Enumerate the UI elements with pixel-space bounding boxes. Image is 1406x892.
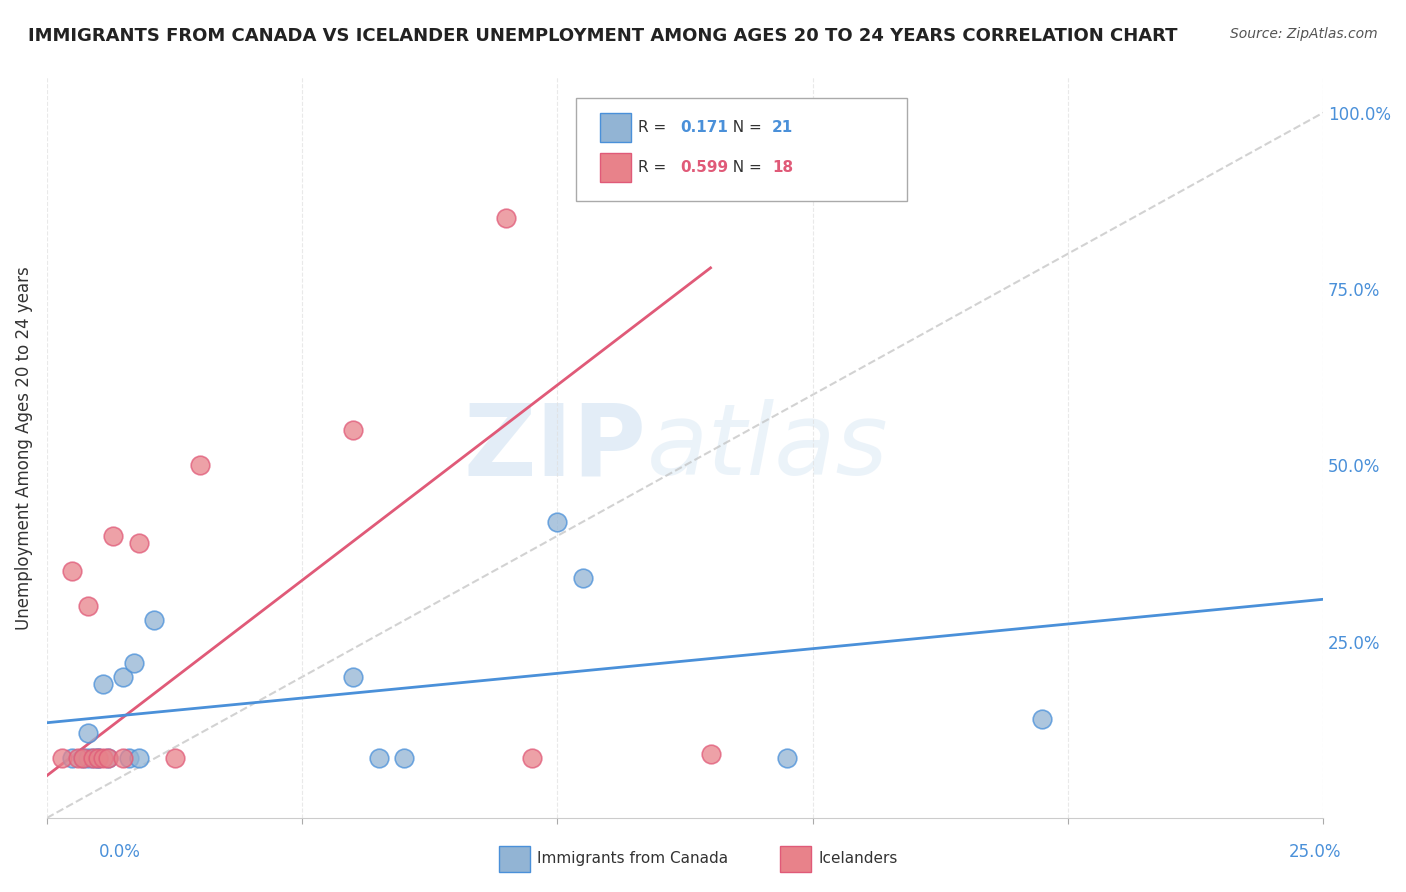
Text: 0.171: 0.171: [681, 120, 728, 135]
Point: [72, 751, 94, 765]
Point: [117, 751, 139, 765]
Point: [91, 751, 114, 765]
Point: [97, 751, 120, 765]
Text: 0.0%: 0.0%: [98, 843, 141, 861]
Point: [112, 670, 135, 684]
Point: [87, 751, 110, 765]
Point: [82, 751, 104, 765]
Point: [699, 747, 721, 762]
Point: [520, 751, 543, 765]
Point: [122, 656, 145, 670]
Text: Source: ZipAtlas.com: Source: ZipAtlas.com: [1230, 27, 1378, 41]
Point: [87, 751, 110, 765]
Point: [495, 211, 517, 226]
Text: R =: R =: [638, 120, 672, 135]
Point: [62, 751, 84, 765]
Text: 21: 21: [772, 120, 793, 135]
Point: [62, 564, 84, 578]
Text: 18: 18: [772, 161, 793, 175]
Point: [87, 751, 110, 765]
Point: [76, 599, 98, 614]
Text: ZIP: ZIP: [464, 400, 647, 496]
Point: [72, 751, 94, 765]
Y-axis label: Unemployment Among Ages 20 to 24 years: Unemployment Among Ages 20 to 24 years: [15, 266, 32, 630]
Point: [1031, 712, 1053, 726]
Point: [128, 536, 150, 550]
Point: [103, 529, 125, 543]
Point: [143, 614, 166, 628]
Text: N =: N =: [723, 120, 766, 135]
Point: [82, 751, 104, 765]
Point: [76, 726, 98, 740]
Text: 25.0%: 25.0%: [1288, 843, 1341, 861]
Text: Immigrants from Canada: Immigrants from Canada: [537, 852, 728, 866]
Point: [66, 751, 89, 765]
Point: [97, 751, 120, 765]
Text: Icelanders: Icelanders: [818, 852, 897, 866]
Point: [367, 751, 389, 765]
Point: [394, 751, 416, 765]
Point: [342, 423, 364, 437]
Point: [342, 670, 364, 684]
Point: [128, 751, 150, 765]
Point: [76, 751, 98, 765]
Text: N =: N =: [723, 161, 766, 175]
Point: [546, 515, 568, 529]
Point: [91, 677, 114, 691]
Text: IMMIGRANTS FROM CANADA VS ICELANDER UNEMPLOYMENT AMONG AGES 20 TO 24 YEARS CORRE: IMMIGRANTS FROM CANADA VS ICELANDER UNEM…: [28, 27, 1178, 45]
Point: [51, 751, 73, 765]
Point: [572, 571, 595, 585]
Text: R =: R =: [638, 161, 672, 175]
Text: 0.599: 0.599: [681, 161, 728, 175]
Text: atlas: atlas: [647, 400, 889, 496]
Point: [776, 751, 799, 765]
Point: [163, 751, 186, 765]
Point: [188, 458, 211, 473]
Point: [112, 751, 135, 765]
